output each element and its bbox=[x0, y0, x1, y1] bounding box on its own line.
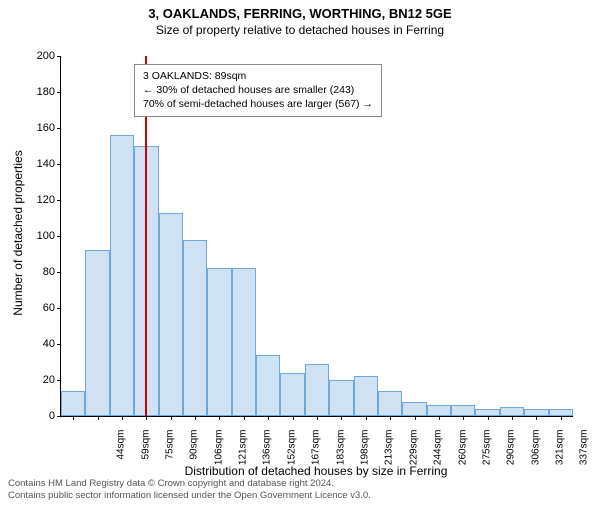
y-tick-label: 180 bbox=[21, 86, 55, 98]
histogram-bar bbox=[85, 250, 109, 416]
y-tick-label: 160 bbox=[21, 122, 55, 134]
histogram-bar bbox=[427, 405, 451, 416]
y-axis-label: Number of detached properties bbox=[11, 123, 25, 343]
histogram-bar bbox=[475, 409, 499, 416]
y-tick-mark bbox=[57, 164, 61, 165]
x-tick-mark bbox=[463, 416, 464, 420]
y-tick-label: 100 bbox=[21, 230, 55, 242]
x-tick-mark bbox=[512, 416, 513, 420]
x-tick-mark bbox=[536, 416, 537, 420]
histogram-bar bbox=[61, 391, 85, 416]
chart-subtitle: Size of property relative to detached ho… bbox=[0, 23, 600, 37]
y-tick-mark bbox=[57, 92, 61, 93]
y-tick-mark bbox=[57, 236, 61, 237]
footer-line-2: Contains public sector information licen… bbox=[8, 490, 371, 502]
x-tick-mark bbox=[98, 416, 99, 420]
footer: Contains HM Land Registry data © Crown c… bbox=[8, 478, 371, 502]
x-tick-mark bbox=[439, 416, 440, 420]
histogram-bar bbox=[280, 373, 304, 416]
histogram-bar bbox=[500, 407, 524, 416]
x-tick-mark bbox=[122, 416, 123, 420]
y-tick-label: 200 bbox=[21, 50, 55, 62]
y-tick-mark bbox=[57, 416, 61, 417]
histogram-bar bbox=[305, 364, 329, 416]
y-tick-label: 40 bbox=[21, 338, 55, 350]
y-tick-label: 0 bbox=[21, 410, 55, 422]
histogram-bar bbox=[549, 409, 573, 416]
x-tick-mark bbox=[171, 416, 172, 420]
y-tick-mark bbox=[57, 344, 61, 345]
x-tick-mark bbox=[341, 416, 342, 420]
x-tick-mark bbox=[268, 416, 269, 420]
y-tick-label: 140 bbox=[21, 158, 55, 170]
histogram-bar bbox=[183, 240, 207, 416]
y-tick-label: 60 bbox=[21, 302, 55, 314]
footer-line-1: Contains HM Land Registry data © Crown c… bbox=[8, 478, 371, 490]
histogram-bar bbox=[524, 409, 548, 416]
y-tick-mark bbox=[57, 380, 61, 381]
histogram-bar bbox=[329, 380, 353, 416]
histogram-bar bbox=[207, 268, 231, 416]
x-tick-mark bbox=[244, 416, 245, 420]
x-tick-mark bbox=[195, 416, 196, 420]
x-tick-mark bbox=[415, 416, 416, 420]
annotation-line-2: ← 30% of detached houses are smaller (24… bbox=[143, 83, 373, 97]
x-tick-mark bbox=[219, 416, 220, 420]
histogram-bar bbox=[256, 355, 280, 416]
histogram-bar bbox=[232, 268, 256, 416]
histogram-bar bbox=[110, 135, 134, 416]
y-tick-label: 120 bbox=[21, 194, 55, 206]
x-tick-mark bbox=[73, 416, 74, 420]
y-tick-mark bbox=[57, 56, 61, 57]
x-tick-mark bbox=[561, 416, 562, 420]
annotation-line-1: 3 OAKLANDS: 89sqm bbox=[143, 69, 373, 83]
histogram-bar bbox=[378, 391, 402, 416]
x-tick-mark bbox=[488, 416, 489, 420]
annotation-line-3: 70% of semi-detached houses are larger (… bbox=[143, 97, 373, 111]
x-tick-mark bbox=[390, 416, 391, 420]
y-tick-mark bbox=[57, 200, 61, 201]
histogram-bar bbox=[159, 213, 183, 416]
annotation-box: 3 OAKLANDS: 89sqm ← 30% of detached hous… bbox=[134, 64, 382, 117]
chart-area: 02040608010012014016018020044sqm59sqm75s… bbox=[60, 56, 572, 416]
chart-title: 3, OAKLANDS, FERRING, WORTHING, BN12 5GE bbox=[0, 6, 600, 21]
histogram-bar bbox=[402, 402, 426, 416]
y-tick-mark bbox=[57, 272, 61, 273]
y-tick-mark bbox=[57, 308, 61, 309]
y-tick-label: 20 bbox=[21, 374, 55, 386]
x-tick-mark bbox=[293, 416, 294, 420]
x-tick-label: 337sqm bbox=[579, 430, 590, 480]
y-tick-mark bbox=[57, 128, 61, 129]
x-axis-label: Distribution of detached houses by size … bbox=[60, 464, 572, 478]
y-tick-label: 80 bbox=[21, 266, 55, 278]
x-tick-mark bbox=[317, 416, 318, 420]
histogram-bar bbox=[451, 405, 475, 416]
x-tick-mark bbox=[146, 416, 147, 420]
x-tick-mark bbox=[366, 416, 367, 420]
histogram-bar bbox=[354, 376, 378, 416]
